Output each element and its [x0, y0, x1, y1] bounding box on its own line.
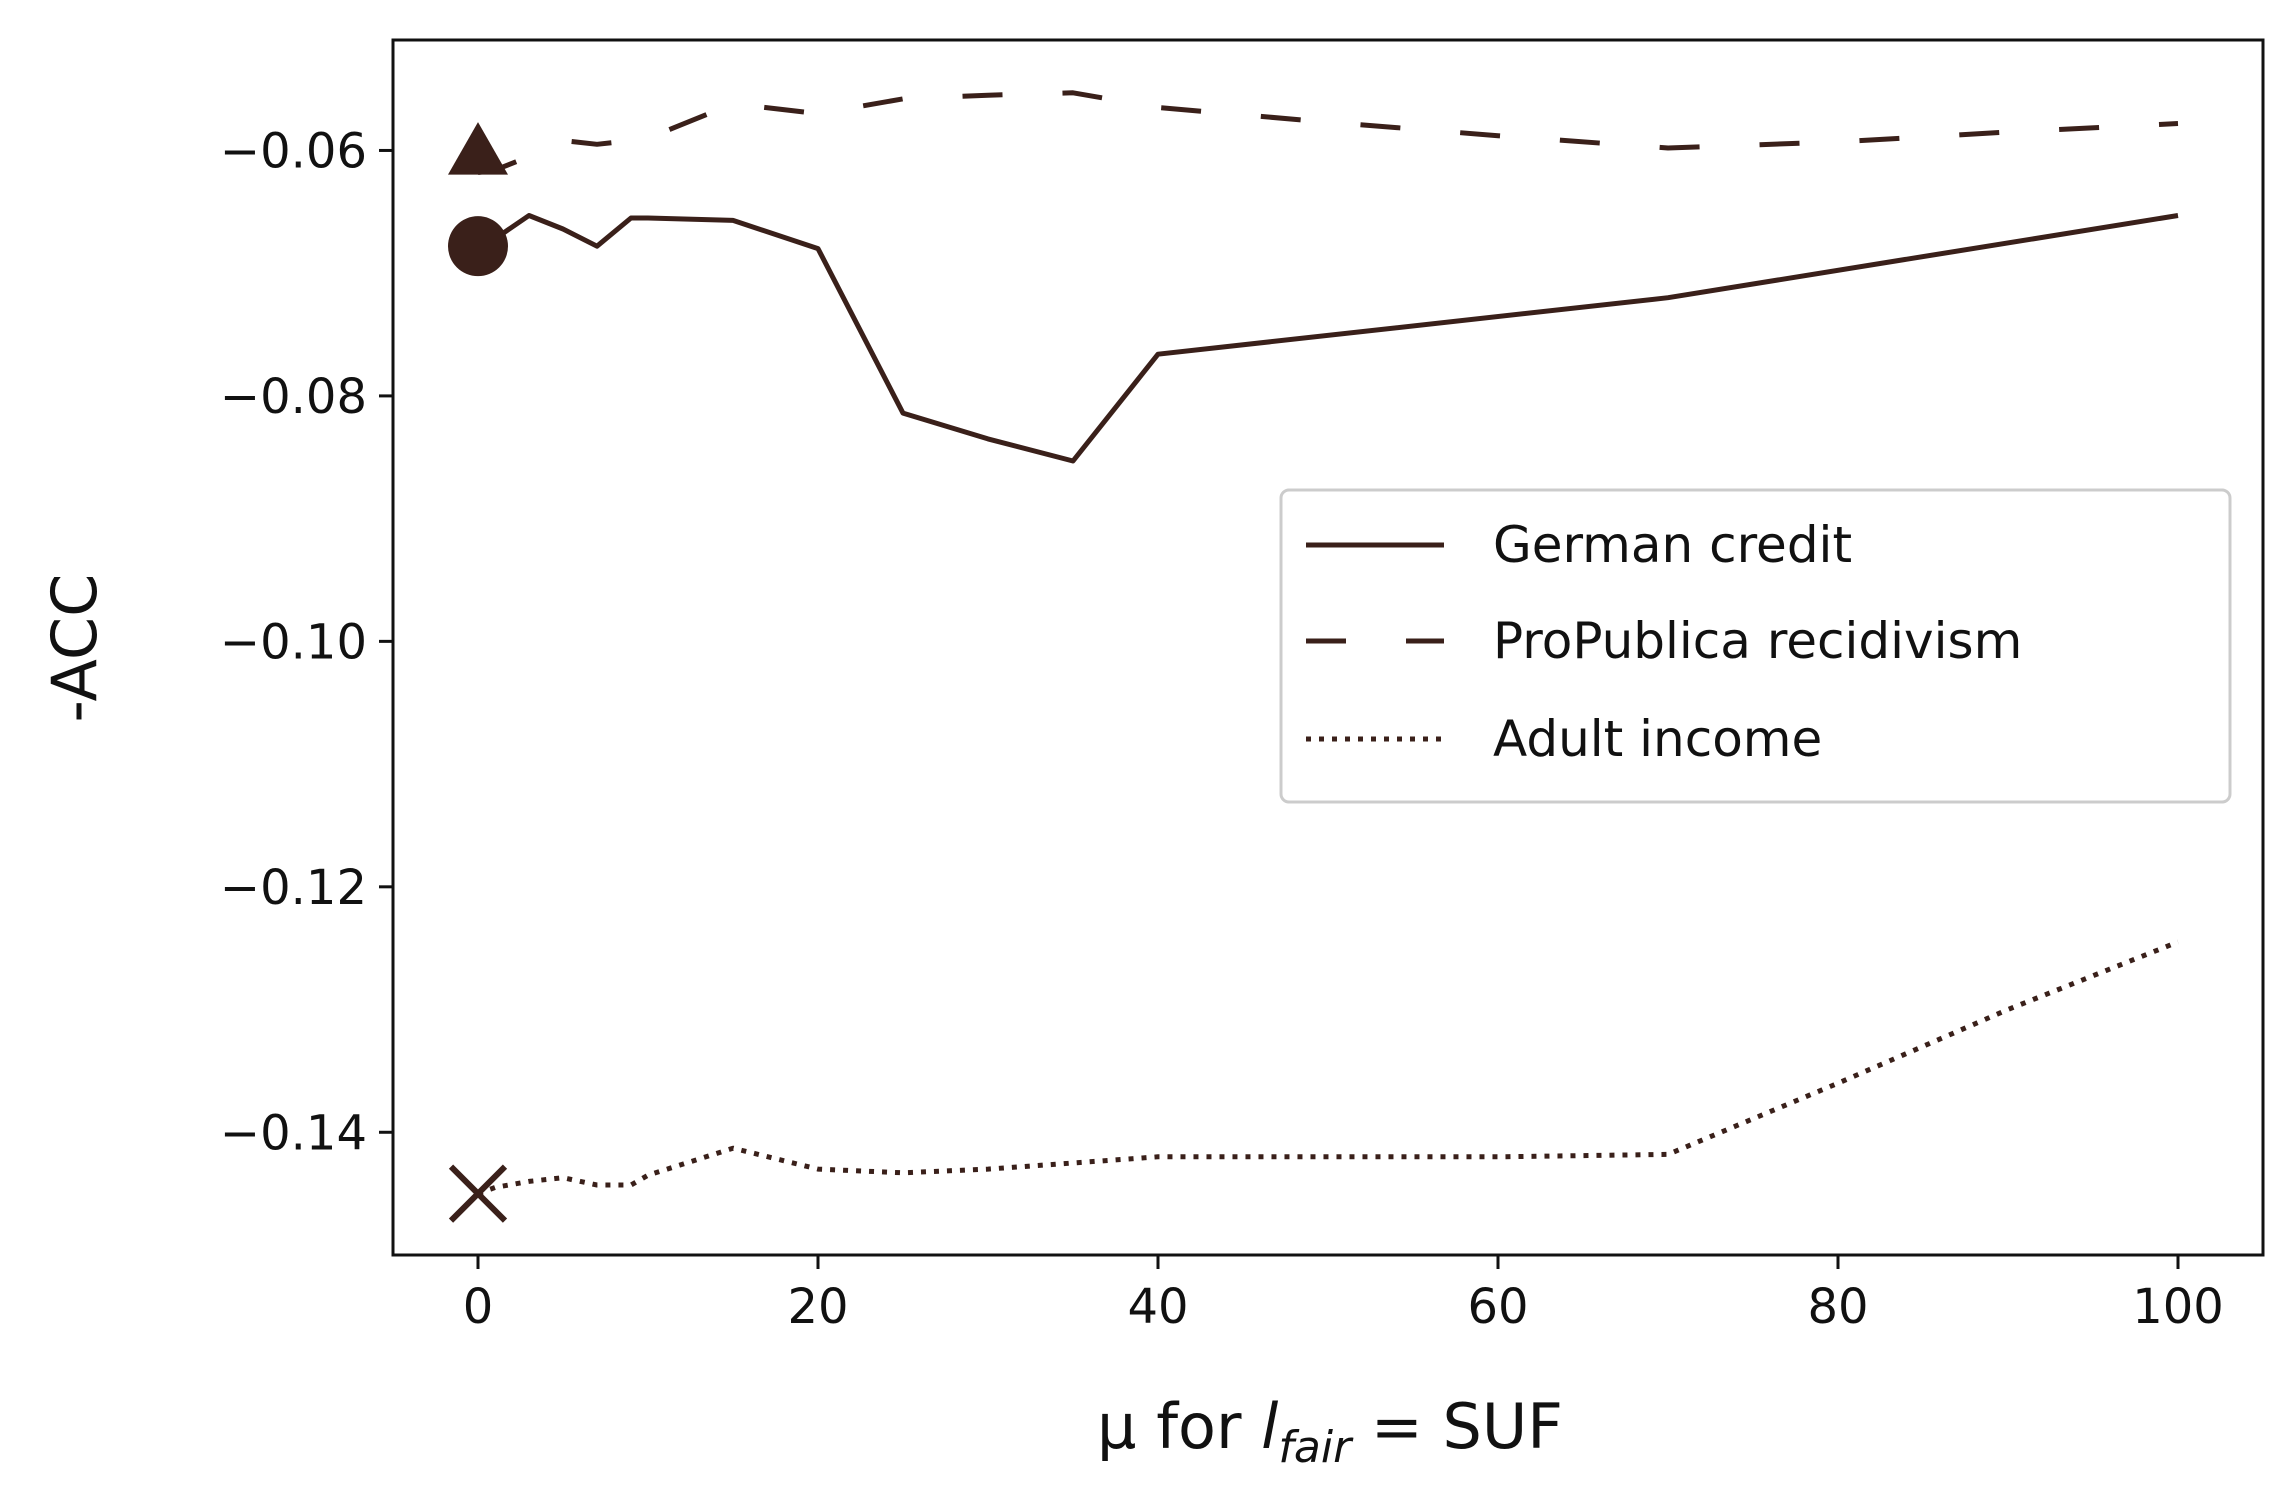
x-tick-label: 0 — [463, 1279, 494, 1335]
legend-box — [1279, 488, 2232, 804]
legend-label-adult-income: Adult income — [1493, 710, 1822, 768]
y-axis-label: -ACC — [38, 574, 111, 723]
y-tick-label: −0.06 — [220, 123, 367, 179]
legend-label-propublica-recidivism: ProPublica recidivism — [1493, 612, 2022, 670]
series-line-propublica-recidivism — [477, 90, 2179, 175]
x-tick-label: 80 — [1807, 1279, 1868, 1335]
x-tick-label: 40 — [1127, 1279, 1188, 1335]
x-axis-label: μ for lfair = SUF — [1097, 1390, 1563, 1473]
marker-layer — [448, 122, 508, 1223]
x-tick-label: 100 — [2132, 1279, 2224, 1335]
marker-german-credit — [448, 216, 508, 277]
y-tick-label: −0.14 — [220, 1105, 367, 1161]
legend: German credit ProPublica recidivism Adul… — [1279, 488, 2232, 804]
y-tick-label: −0.10 — [220, 614, 367, 670]
x-axis-label-symbol: l — [1261, 1390, 1278, 1463]
legend-label-german-credit: German credit — [1493, 516, 1852, 574]
x-axis-ticks: 0 20 40 60 80 100 — [463, 1255, 2224, 1335]
y-tick-label: −0.12 — [220, 860, 367, 916]
x-axis-label-subscript: fair — [1278, 1422, 1354, 1473]
plot-frame — [391, 38, 2265, 1257]
y-axis-ticks: −0.06 −0.08 −0.10 −0.12 −0.14 — [220, 123, 393, 1161]
series-line-german-credit — [477, 213, 2179, 464]
x-tick-label: 20 — [787, 1279, 848, 1335]
x-axis-label-prefix: μ for — [1097, 1390, 1261, 1463]
x-tick-label: 60 — [1467, 1279, 1528, 1335]
y-tick-label: −0.08 — [220, 369, 367, 425]
marker-propublica-recidivism — [448, 122, 508, 175]
x-axis-label-suffix: = SUF — [1351, 1390, 1563, 1463]
series-layer — [477, 90, 2179, 1196]
marker-adult-income — [448, 1164, 508, 1223]
